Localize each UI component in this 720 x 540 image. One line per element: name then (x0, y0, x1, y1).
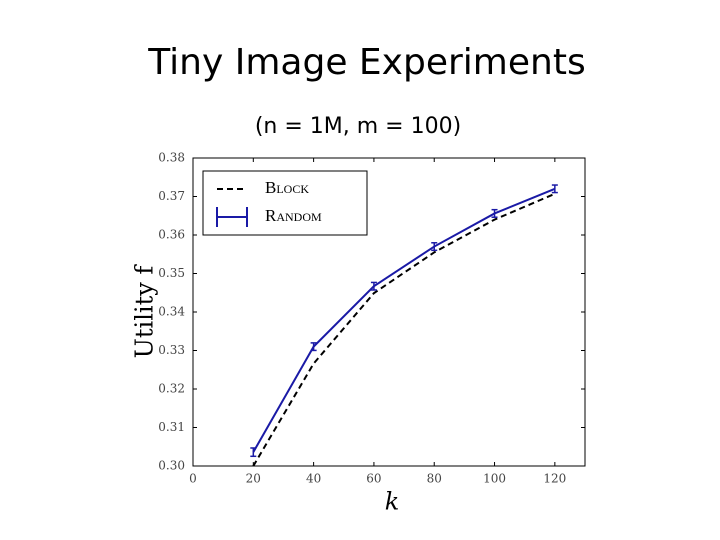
x-tick-label: 120 (543, 472, 566, 486)
error-bar (431, 242, 438, 252)
y-axis-label: Utility f (131, 264, 159, 359)
x-tick-label: 40 (306, 472, 321, 486)
series-line (252, 187, 556, 453)
x-axis-label: k (385, 488, 400, 516)
x-tick-label: 20 (246, 472, 261, 486)
legend-box (202, 170, 368, 236)
legend-label: Block (265, 178, 309, 197)
y-tick-label: 0.36 (158, 228, 185, 242)
y-tick-label: 0.38 (158, 151, 185, 165)
chart-subtitle: (n = 1M, m = 100) (255, 114, 461, 139)
x-tick-label: 60 (366, 472, 381, 486)
x-tick-label: 0 (189, 472, 197, 486)
y-tick-label: 0.32 (158, 382, 185, 396)
y-tick-label: 0.35 (158, 266, 185, 280)
chart-title: Tiny Image Experiments (147, 42, 585, 83)
x-tick-label: 100 (483, 472, 506, 486)
error-bar (551, 184, 558, 194)
y-tick-label: 0.34 (158, 305, 185, 319)
error-bar (250, 447, 257, 458)
y-tick-label: 0.33 (158, 343, 185, 357)
y-tick-label: 0.31 (158, 420, 185, 434)
series-line (252, 192, 556, 467)
y-tick-label: 0.30 (158, 459, 185, 473)
error-bar (370, 281, 377, 291)
error-bar (491, 208, 498, 218)
legend-label: Random (265, 206, 322, 225)
x-tick-label: 80 (427, 472, 442, 486)
error-bar (310, 342, 317, 352)
y-tick-label: 0.37 (158, 189, 185, 203)
